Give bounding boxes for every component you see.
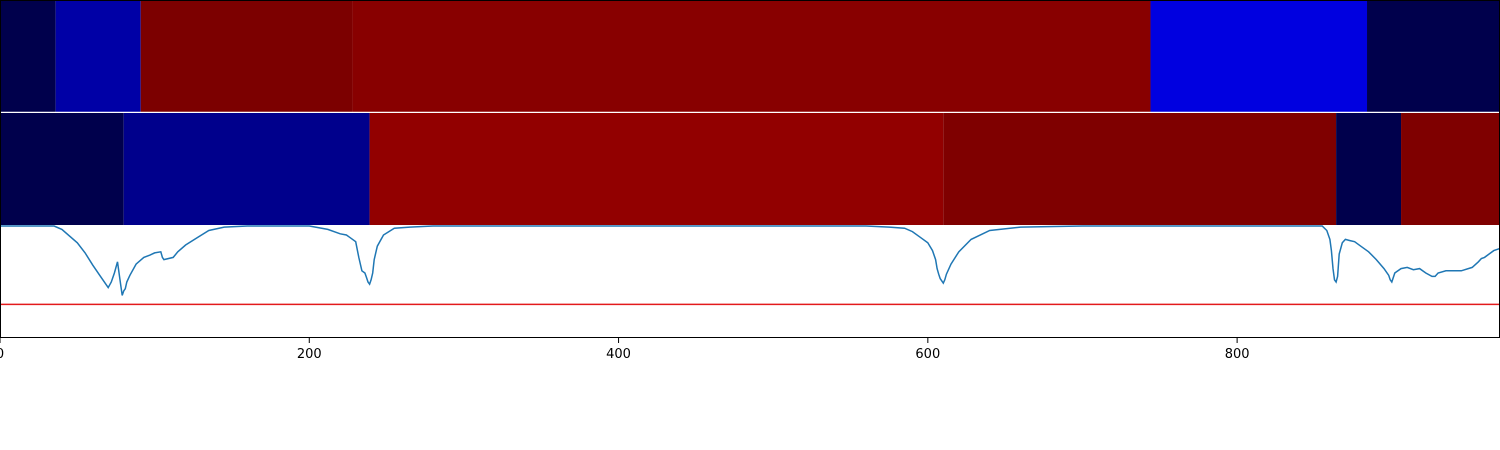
segment-2-3 [369, 113, 944, 225]
x-tick-label-3: 400 [606, 347, 631, 362]
line-panel-background [0, 226, 1500, 338]
x-tick-label-5: 800 [1225, 347, 1250, 362]
x-tick-label-1: 0 [0, 347, 4, 362]
x-tick-label-4: 600 [915, 347, 940, 362]
line-panel [0, 225, 1500, 338]
segment-track-2 [0, 113, 1500, 225]
x-tick-label-2: 200 [297, 347, 322, 362]
x-axis: 0 200 400 600 800 [0, 338, 1250, 362]
segment-2-2 [123, 113, 370, 225]
segment-2-4 [943, 113, 1337, 225]
segment-1-4 [352, 1, 1151, 112]
segment-1-2 [55, 1, 141, 112]
segment-2-1 [0, 113, 124, 225]
segment-1-5 [1150, 1, 1368, 112]
segment-2-5 [1336, 113, 1402, 225]
segment-1-3 [140, 1, 353, 112]
segment-1-1 [0, 1, 56, 112]
segment-1-6 [1367, 1, 1500, 112]
segment-2-6 [1401, 113, 1500, 225]
segment-track-1 [0, 1, 1500, 112]
signal-line [0, 225, 1500, 296]
